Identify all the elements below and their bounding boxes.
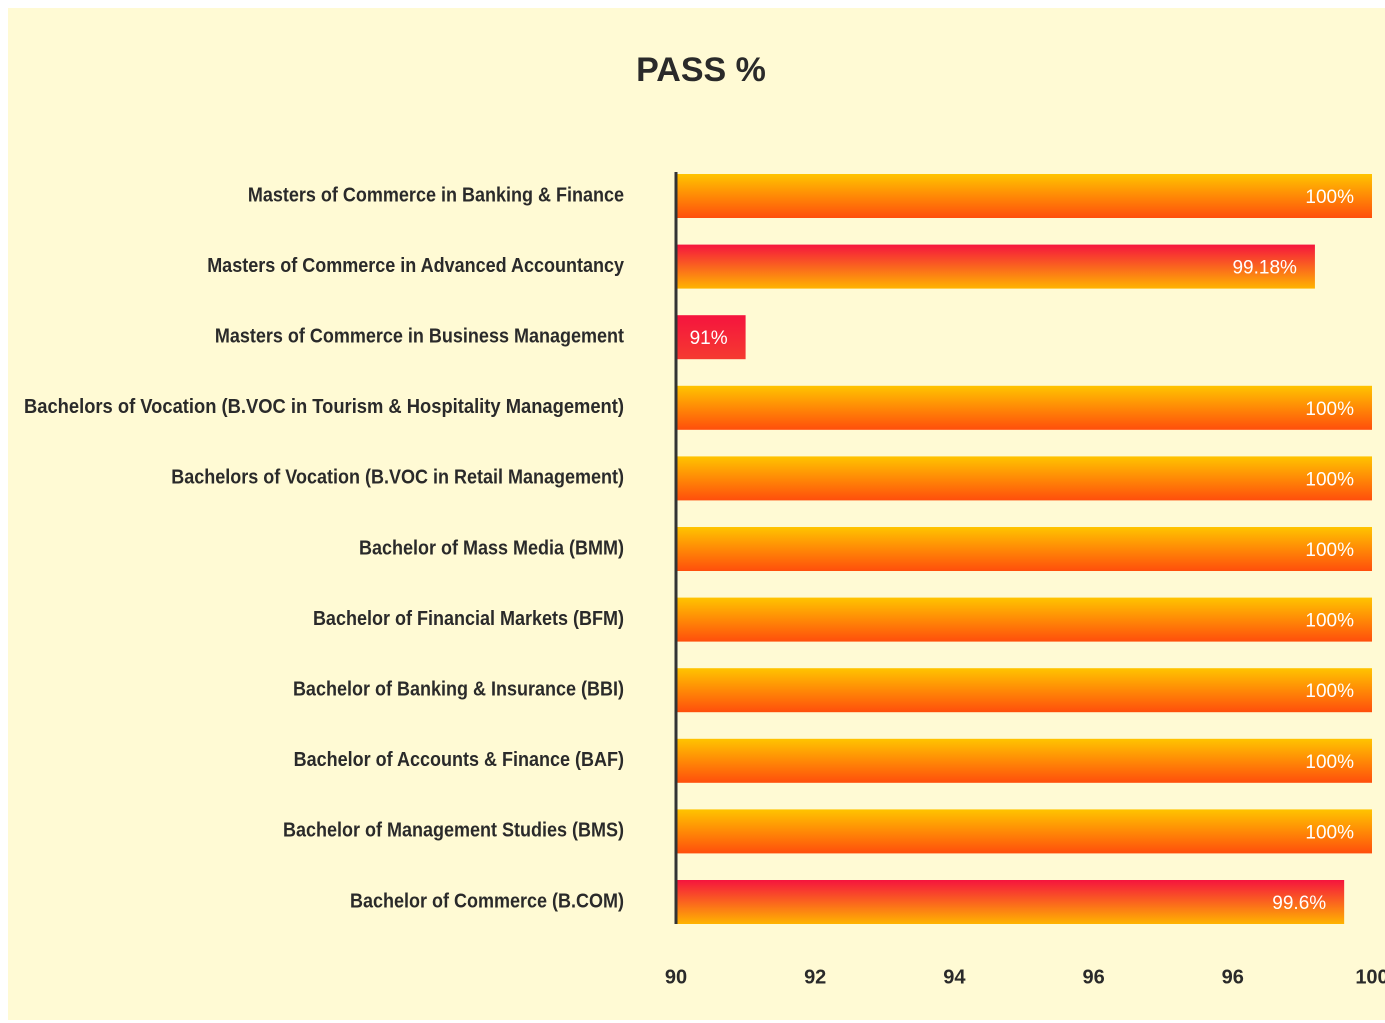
y-tick-label: Bachelors of Vocation (B.VOC in Retail M… — [171, 467, 624, 489]
value-label: 100% — [1305, 399, 1354, 420]
y-tick-label: Masters of Commerce in Advanced Accounta… — [207, 255, 625, 277]
y-tick-label: Bachelor of Financial Markets (BFM) — [313, 608, 624, 630]
bar — [676, 809, 1372, 854]
bar — [676, 385, 1372, 430]
x-tick-label: 90 — [665, 966, 687, 988]
value-label: 91% — [690, 328, 728, 349]
value-label: 99.18% — [1232, 258, 1297, 279]
value-label: 100% — [1305, 681, 1354, 702]
y-tick-label: Bachelor of Commerce (B.COM) — [350, 890, 624, 912]
value-label: 100% — [1305, 752, 1354, 773]
y-tick-label: Bachelor of Accounts & Finance (BAF) — [294, 749, 624, 771]
x-tick-label: 96 — [1222, 966, 1244, 988]
y-tick-label: Masters of Commerce in Banking & Finance — [248, 184, 624, 206]
bar — [676, 668, 1372, 713]
bar — [676, 738, 1372, 783]
y-tick-label: Bachelor of Banking & Insurance (BBI) — [293, 678, 624, 700]
value-label: 100% — [1305, 540, 1354, 561]
y-tick-label: Masters of Commerce in Business Manageme… — [215, 325, 624, 347]
y-tick-label: Bachelors of Vocation (B.VOC in Tourism … — [24, 396, 624, 418]
chart-title: PASS % — [636, 51, 766, 89]
x-tick-label: 96 — [1082, 966, 1104, 988]
bar — [676, 456, 1372, 501]
value-label: 99.6% — [1272, 893, 1326, 914]
bar — [676, 597, 1372, 642]
value-label: 100% — [1305, 187, 1354, 208]
bar — [676, 174, 1372, 218]
x-tick-label: 94 — [943, 966, 966, 988]
background — [8, 8, 1385, 1020]
value-label: 100% — [1305, 611, 1354, 632]
bar — [676, 527, 1372, 571]
bar — [676, 880, 1345, 924]
value-label: 100% — [1305, 822, 1354, 843]
y-tick-label: Bachelor of Management Studies (BMS) — [283, 820, 624, 842]
bar — [676, 315, 746, 360]
x-tick-label: 92 — [804, 966, 826, 988]
value-label: 100% — [1305, 469, 1354, 490]
x-tick-label: 100 — [1355, 966, 1385, 988]
y-tick-label: Bachelor of Mass Media (BMM) — [359, 537, 624, 559]
bar — [676, 244, 1315, 289]
